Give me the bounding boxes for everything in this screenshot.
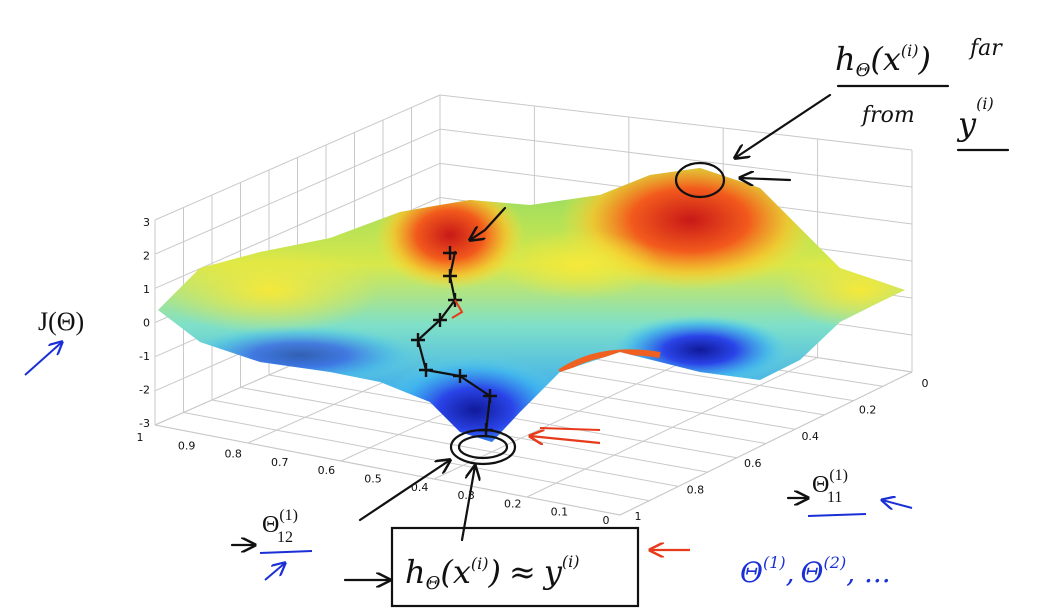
tick-label: 0.9 [178,439,196,452]
grid-line [439,128,913,188]
step-star [433,313,447,327]
red-mark [451,299,464,319]
grid-line [439,94,913,151]
close: ) [488,553,501,591]
step-star [483,389,497,403]
arrow [882,500,913,508]
sub: Θ [856,60,871,81]
tick-label: 0.3 [457,489,475,502]
tick-label: 0.4 [801,430,819,443]
tick-label: 0.5 [364,473,382,486]
base: Θ [262,512,279,538]
step-star [419,363,433,377]
theta-list: Θ(1), Θ(2), ... [740,553,891,589]
word: from [860,103,915,128]
sub: Θ [426,573,441,594]
arrow [358,460,450,522]
circle [674,161,726,199]
tick-label: 1 [137,431,144,444]
note-y: y(i) [956,94,994,143]
h: h [405,553,426,591]
tick-label: 0.6 [318,464,336,477]
tick-label: 2 [143,250,150,263]
close: ) [918,40,931,78]
tick-label: 3 [143,216,150,229]
base: Θ [812,472,829,498]
tick-label: -3 [139,417,150,430]
note-far: hΘ(x(i)) [835,40,931,81]
grid-line [433,342,724,480]
descent-path [470,206,507,240]
underline [259,550,313,554]
arrow [530,436,601,443]
underline [807,513,867,517]
tick-label: 0.8 [687,483,705,496]
theta: Θ [801,556,824,589]
tick-label: 0.4 [411,481,429,494]
grid-line [154,424,621,516]
tick-label: 0.7 [271,456,289,469]
word: far [968,36,1003,61]
grid-line [619,371,913,516]
sup: (1) [279,507,298,524]
theta11: Θ(1) 11 [812,467,848,506]
box [390,526,640,608]
sup: (2) [824,553,847,572]
tick-label: 0.1 [551,506,569,519]
step-star [411,333,425,347]
grid-line [211,399,679,487]
tick-label: 0.2 [859,404,877,417]
arrow [24,342,62,376]
sup: (1) [763,553,786,572]
tick-label: 0.2 [504,497,522,510]
tick-label: 0.8 [224,448,242,461]
sub: 12 [277,529,293,546]
tick-label: 1 [143,283,150,296]
z-axis-label: J(Θ) [38,307,84,336]
y: y [956,105,977,143]
tick-labels: 3210-1-2-310.90.80.70.60.50.40.30.20.100… [137,216,929,527]
sup: (i) [562,552,580,571]
sup: (i) [976,94,994,113]
theta: Θ [740,556,763,589]
surface [158,168,905,442]
arg: (x [440,553,471,591]
tick-label: 0 [603,514,610,527]
tick-label: -1 [139,350,150,363]
tick-label: 0.6 [744,457,762,470]
step-star [443,246,457,260]
sup: (i) [901,41,919,60]
steps [411,246,497,437]
tick-label: -2 [139,384,150,397]
y: y [542,553,563,591]
arrow [735,93,832,158]
theta12: Θ(1) 12 [262,507,298,546]
step-star [443,269,457,283]
grid-line [526,357,818,498]
tick-label: 1 [635,510,642,523]
tick-label: 0 [922,377,929,390]
sup: (i) [471,554,489,573]
comma: , [786,556,795,589]
h: h [835,40,856,78]
rest: , ... [846,556,891,589]
note-near: hΘ(x(i)) ≈ y(i) [405,552,580,594]
tick-label: 0 [143,317,150,330]
sup: (1) [829,467,848,484]
circle [457,434,509,460]
arrow [539,427,601,431]
arrow [740,178,792,180]
circle [449,428,517,466]
approx: ≈ [509,553,536,591]
step-star [453,369,467,383]
arrow [264,563,285,581]
grid-line [183,412,650,502]
sub: 11 [827,489,842,506]
arg: (x [870,40,901,78]
